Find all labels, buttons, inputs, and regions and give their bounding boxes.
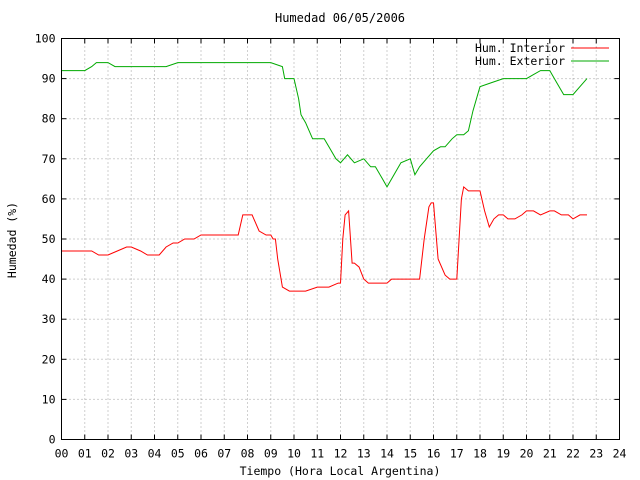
y-tick-label: 10	[42, 392, 56, 406]
x-tick-label: 24	[613, 447, 627, 461]
x-tick-label: 22	[566, 447, 580, 461]
x-tick-label: 15	[403, 447, 417, 461]
legend-label: Hum. Exterior	[475, 54, 565, 68]
x-tick-label: 05	[171, 447, 185, 461]
y-tick-label: 60	[42, 192, 56, 206]
x-tick-label: 14	[380, 447, 394, 461]
x-axis-label: Tiempo (Hora Local Argentina)	[240, 464, 441, 478]
y-tick-label: 100	[35, 32, 56, 46]
y-tick-label: 90	[42, 72, 56, 86]
y-tick-label: 0	[49, 433, 56, 447]
series-line-1	[61, 185, 587, 292]
x-tick-label: 07	[217, 447, 231, 461]
x-tick-label: 20	[520, 447, 534, 461]
y-tick-label: 20	[42, 352, 56, 366]
x-tick-label: 00	[55, 447, 69, 461]
series-lines	[61, 62, 588, 292]
x-tick-label: 11	[310, 447, 324, 461]
y-axis-label: Humedad (%)	[5, 202, 19, 278]
x-tick-label: 09	[264, 447, 278, 461]
x-tick-label: 04	[148, 447, 162, 461]
series-line-2	[61, 62, 588, 188]
y-tick-label: 50	[42, 232, 56, 246]
x-tick-label: 23	[589, 447, 603, 461]
x-tick-label: 01	[78, 447, 92, 461]
x-tick-label: 19	[496, 447, 510, 461]
x-tick-label: 18	[473, 447, 487, 461]
x-tick-label: 17	[450, 447, 464, 461]
x-tick-label: 16	[427, 447, 441, 461]
legend-label: Hum. Interior	[475, 41, 565, 55]
x-tick-label: 03	[124, 447, 138, 461]
x-tick-label: 21	[543, 447, 557, 461]
x-tick-label: 13	[357, 447, 371, 461]
y-tick-label: 40	[42, 272, 56, 286]
y-tick-label: 80	[42, 112, 56, 126]
y-tick-label: 70	[42, 152, 56, 166]
chart-title: Humedad 06/05/2006	[275, 11, 405, 25]
x-tick-label: 02	[101, 447, 115, 461]
axis-ticks: 00 01 02 03 04 05 06 07 08 09 10 11 12 13 14 15 16 17 18 19…	[35, 32, 627, 461]
y-tick-label: 30	[42, 312, 56, 326]
x-tick-label: 06	[194, 447, 208, 461]
x-tick-label: 12	[334, 447, 348, 461]
x-tick-label: 08	[241, 447, 255, 461]
x-tick-label: 10	[287, 447, 301, 461]
